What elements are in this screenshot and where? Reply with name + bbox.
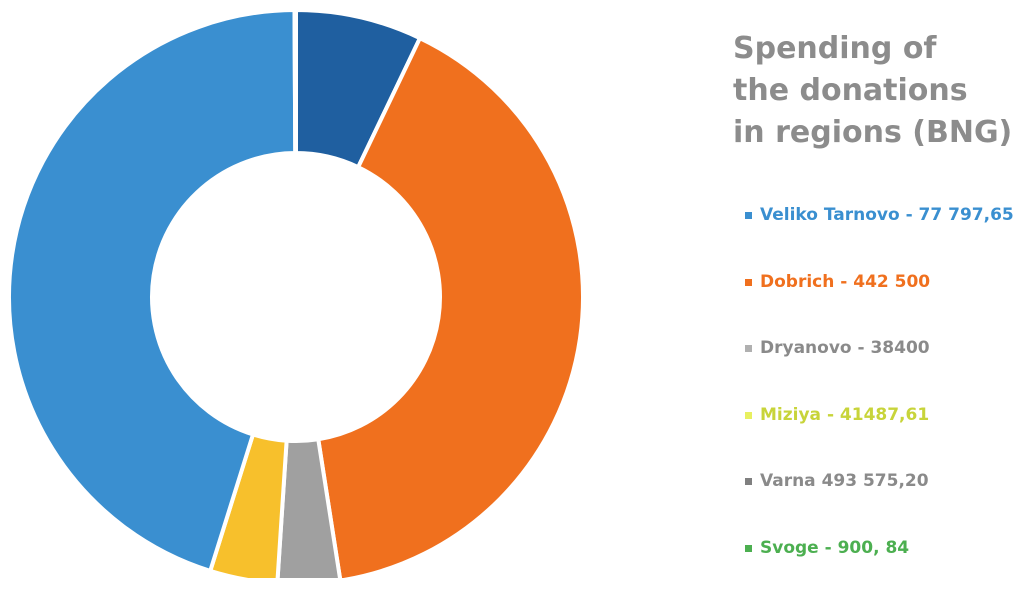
legend-item-dryanovo: Dryanovo - 38400 — [745, 338, 1014, 405]
slice-svoge — [295, 10, 296, 153]
legend-swatch — [745, 345, 752, 352]
legend-item-miziya: Miziya - 41487,61 — [745, 405, 1014, 472]
legend-item-dobrich: Dobrich - 442 500 — [745, 272, 1014, 339]
legend-label: Dryanovo - 38400 — [760, 338, 930, 358]
chart-title-line-2: the donations — [733, 70, 1013, 112]
legend-label: Svoge - 900, 84 — [760, 538, 909, 558]
legend-label: Veliko Tarnovo - 77 797,65 — [760, 205, 1014, 225]
legend-swatch — [745, 478, 752, 485]
legend-swatch — [745, 545, 752, 552]
chart-legend: Veliko Tarnovo - 77 797,65 Dobrich - 442… — [745, 205, 1014, 604]
donut-chart — [0, 0, 600, 578]
legend-swatch — [745, 212, 752, 219]
chart-title-line-1: Spending of — [733, 28, 1013, 70]
chart-title-line-3: in regions (BNG) — [733, 112, 1013, 154]
legend-item-varna: Varna 493 575,20 — [745, 471, 1014, 538]
legend-label: Miziya - 41487,61 — [760, 405, 929, 425]
legend-swatch — [745, 279, 752, 286]
legend-label: Varna 493 575,20 — [760, 471, 929, 491]
legend-swatch — [745, 412, 752, 419]
legend-label: Dobrich - 442 500 — [760, 272, 930, 292]
legend-item-veliko-tarnovo: Veliko Tarnovo - 77 797,65 — [745, 205, 1014, 272]
chart-title: Spending of the donations in regions (BN… — [733, 28, 1013, 154]
legend-item-svoge: Svoge - 900, 84 — [745, 538, 1014, 604]
